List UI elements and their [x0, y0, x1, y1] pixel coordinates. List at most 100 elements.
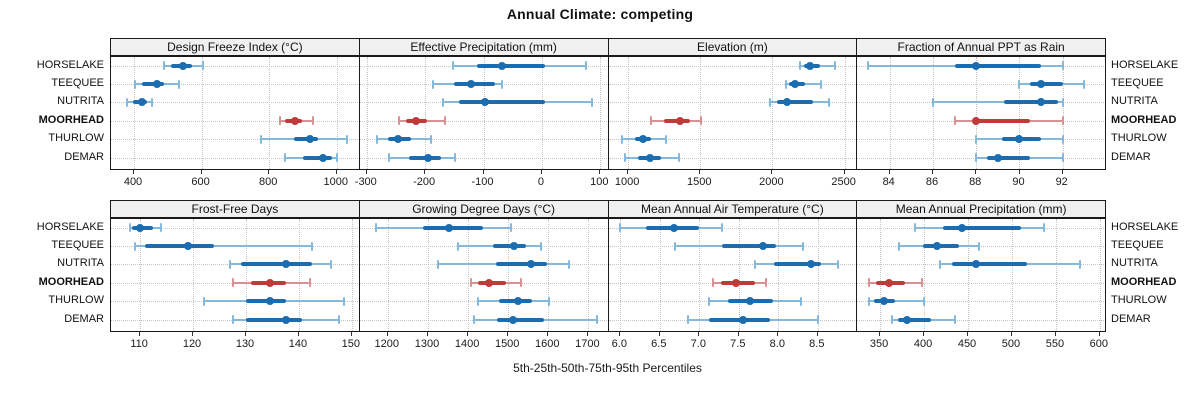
whisker-cap	[312, 116, 315, 126]
panel-strip-design-freeze-index-c: Design Freeze Index (°C)	[110, 38, 360, 56]
axis-tick-label: 150	[341, 338, 360, 350]
gridline-vertical	[772, 57, 774, 169]
whisker-cap	[867, 278, 870, 288]
axis-tick	[335, 170, 337, 174]
axis-tick	[698, 332, 700, 336]
interval-25th-75th	[1004, 100, 1059, 105]
axis-tick-label: 1600	[535, 338, 560, 350]
row-label-right-teequee: TEEQUEE	[1111, 77, 1164, 89]
gridline-vertical	[193, 219, 194, 331]
panel-strip-fraction-of-annual-ppt-as-rain: Fraction of Annual PPT as Rain	[856, 38, 1106, 56]
interval-25th-75th	[987, 155, 1031, 160]
whisker-cap	[345, 134, 348, 144]
median-dot-moorhead	[290, 116, 299, 125]
gridline-vertical	[1099, 219, 1101, 331]
row-label-left-horselake: HORSELAKE	[36, 220, 104, 233]
median-dot-horselake	[670, 223, 678, 232]
axis-tick-label: 8.0	[769, 338, 785, 350]
gridline-vertical	[699, 219, 701, 331]
gridline-horizontal	[608, 84, 857, 85]
axis-tick	[777, 332, 779, 336]
axis-tick-label: 84	[882, 176, 895, 188]
whisker-cap	[975, 134, 978, 144]
median-dot-nutrita	[1037, 98, 1046, 107]
median-dot-demar	[738, 315, 747, 324]
median-dot-thurlow	[306, 135, 315, 144]
median-dot-horselake	[972, 61, 981, 70]
median-dot-horselake	[445, 223, 454, 232]
axis-tick	[1061, 170, 1063, 174]
panel-plot-effective-precipitation-mm	[358, 56, 609, 170]
gridline-vertical	[778, 219, 780, 331]
interval-25th-75th	[293, 137, 318, 142]
interval-25th-75th	[897, 317, 932, 322]
median-dot-thurlow	[745, 297, 754, 306]
whisker-cap	[453, 153, 456, 163]
whisker-cap	[501, 79, 504, 89]
whisker-cap	[673, 241, 676, 251]
axis-tick	[1098, 332, 1100, 336]
axis-tick	[139, 332, 141, 336]
gridline-vertical	[738, 219, 740, 331]
panel-plot-design-freeze-index-c	[110, 56, 360, 170]
gridline-vertical	[817, 219, 819, 331]
row-label-right-demar: DEMAR	[1111, 150, 1151, 163]
whisker-cap	[476, 296, 479, 306]
gridline-horizontal	[608, 139, 857, 141]
whisker-cap	[231, 278, 234, 288]
whisker-cap	[1061, 153, 1064, 163]
whisker-cap	[834, 61, 837, 71]
median-dot-teequee	[510, 242, 519, 250]
gridline-vertical	[140, 219, 142, 331]
axis-tick-label: 1700	[575, 338, 600, 350]
axis-tick	[932, 170, 933, 174]
whisker-cap	[753, 259, 756, 269]
interval-25th-75th	[240, 262, 313, 267]
axis-tick	[587, 332, 589, 336]
whisker-cap	[342, 296, 345, 306]
axis-tick-label: 100	[590, 176, 609, 188]
interval-25th-75th	[145, 244, 215, 248]
axis-tick	[200, 170, 202, 174]
median-dot-nutrita	[481, 98, 490, 107]
gridline-vertical	[880, 219, 882, 331]
axis-tick-label: 600	[1089, 338, 1108, 350]
gridline-vertical	[134, 57, 135, 169]
axis-tick-label: -300	[354, 176, 377, 188]
whisker-cap	[1042, 223, 1045, 233]
axis-tick	[540, 170, 542, 174]
gridline-horizontal	[111, 120, 359, 122]
whisker-5th-95th	[932, 101, 1063, 104]
axis-tick	[627, 170, 629, 174]
axis-tick	[133, 170, 134, 174]
whisker-cap	[867, 61, 870, 71]
whisker-cap	[473, 315, 476, 325]
whisker-cap	[128, 223, 131, 233]
panel-plot-mean-annual-air-temperature-c	[607, 218, 858, 332]
median-dot-horselake	[957, 223, 966, 232]
gridline-horizontal	[111, 102, 359, 104]
row-label-left-nutrita: NUTRITA	[57, 257, 104, 270]
median-dot-horselake	[497, 61, 506, 70]
whisker-cap	[259, 134, 262, 144]
whisker-cap	[590, 97, 593, 107]
axis-tick	[467, 332, 469, 336]
panel-plot-frost-free-days	[110, 218, 360, 332]
median-dot-demar	[645, 153, 654, 162]
whisker-cap	[436, 259, 439, 269]
whisker-cap	[977, 241, 980, 251]
median-dot-demar	[509, 315, 518, 324]
whisker-cap	[1061, 61, 1064, 71]
gridline-horizontal	[608, 264, 857, 266]
whisker-cap	[202, 296, 205, 306]
whisker-cap	[133, 241, 136, 251]
axis-tick-label: 500	[1001, 338, 1021, 350]
whisker-cap	[125, 97, 128, 107]
median-dot-moorhead	[485, 278, 494, 287]
whisker-cap	[867, 296, 870, 306]
axis-tick-label: 6.0	[611, 338, 627, 350]
row-label-right-teequee: TEEQUEE	[1111, 239, 1164, 251]
whisker-cap	[469, 278, 472, 288]
axis-tick-label: -100	[471, 176, 494, 188]
whisker-cap	[664, 134, 667, 144]
